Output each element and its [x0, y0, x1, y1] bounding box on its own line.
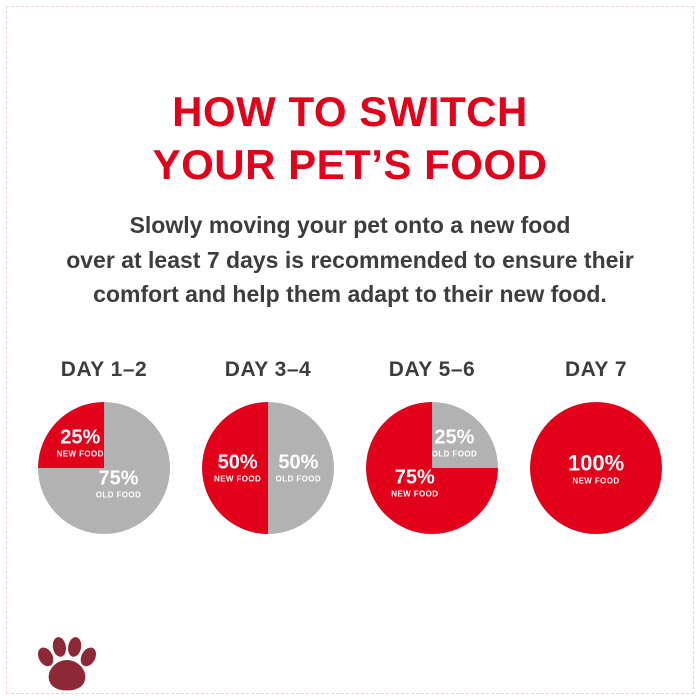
- slice-name: NEW FOOD: [56, 449, 104, 459]
- pie-chart-day-5-6: 25% OLD FOOD 75% NEW FOOD: [366, 402, 498, 534]
- slice-name: OLD FOOD: [275, 474, 322, 484]
- pie-block-day-7: DAY 7 100% NEW FOOD: [520, 358, 672, 534]
- slice-label-old-food: 25% OLD FOOD: [432, 427, 477, 458]
- intro-text-line1: Slowly moving your pet onto a new food: [129, 212, 571, 238]
- slice-label-new-food: 100% NEW FOOD: [567, 450, 625, 486]
- pie-charts-row: DAY 1–2 25% NEW FOOD 75% OLD FOOD DAY 3–…: [28, 358, 672, 534]
- slice-percent: 50%: [278, 451, 319, 474]
- slice-name: NEW FOOD: [214, 474, 262, 484]
- page-title-line2: YOUR PET’S FOOD: [152, 140, 548, 188]
- slice-percent: 50%: [217, 451, 258, 474]
- pie-block-day-1-2: DAY 1–2 25% NEW FOOD 75% OLD FOOD: [28, 358, 180, 534]
- intro-text-line2: over at least 7 days is recommended to e…: [66, 246, 634, 273]
- slice-percent: 75%: [98, 467, 139, 490]
- slice-label-new-food: 50% NEW FOOD: [214, 453, 261, 484]
- slice-label-new-food: 75% NEW FOOD: [391, 467, 438, 498]
- paw-print-icon: [37, 637, 97, 691]
- slice-name: NEW FOOD: [572, 476, 620, 486]
- slice-name: OLD FOOD: [95, 490, 142, 500]
- day-label-3-4: DAY 3–4: [224, 358, 312, 381]
- intro-text: Slowly moving your pet onto a new food o…: [0, 208, 700, 312]
- slice-label-old-food: 50% OLD FOOD: [276, 453, 321, 484]
- slice-name: NEW FOOD: [391, 489, 439, 499]
- day-label-5-6: DAY 5–6: [388, 358, 476, 381]
- page-title-line1: HOW TO SWITCH: [172, 88, 528, 135]
- day-label-1-2: DAY 1–2: [60, 358, 148, 381]
- pie-chart-day-1-2: 25% NEW FOOD 75% OLD FOOD: [38, 402, 170, 534]
- slice-label-new-food: 25% NEW FOOD: [57, 427, 104, 458]
- pie-block-day-3-4: DAY 3–4 50% NEW FOOD 50% OLD FOOD: [192, 358, 344, 534]
- day-label-7: DAY 7: [564, 358, 628, 381]
- pie-block-day-5-6: DAY 5–6 25% OLD FOOD 75% NEW FOOD: [356, 358, 508, 534]
- page-title: HOW TO SWITCH YOUR PET’S FOOD: [0, 86, 700, 192]
- intro-text-line3: comfort and help them adapt to their new…: [93, 281, 607, 307]
- slice-percent: 25%: [434, 426, 475, 449]
- slice-name: OLD FOOD: [431, 449, 478, 459]
- slice-label-old-food: 75% OLD FOOD: [96, 468, 141, 499]
- slice-percent: 100%: [567, 450, 625, 476]
- slice-percent: 25%: [60, 426, 101, 449]
- pie-chart-day-7: 100% NEW FOOD: [530, 402, 662, 534]
- slice-percent: 75%: [394, 466, 435, 489]
- pie-chart-day-3-4: 50% NEW FOOD 50% OLD FOOD: [202, 402, 334, 534]
